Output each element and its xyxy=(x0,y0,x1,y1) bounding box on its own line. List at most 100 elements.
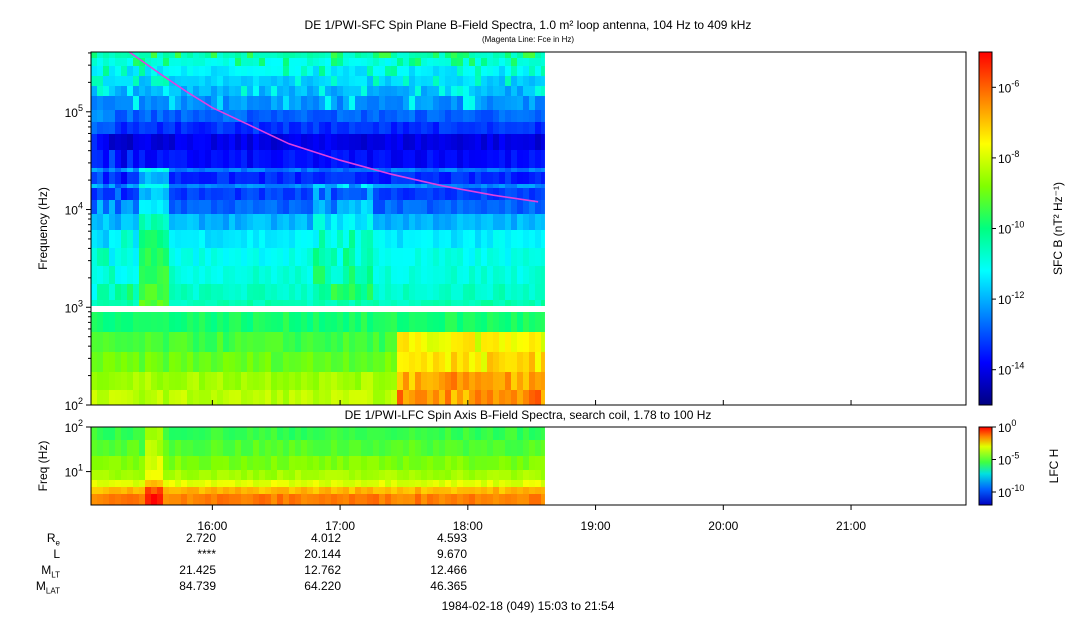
sfc-cell xyxy=(385,96,392,110)
sfc-cell xyxy=(463,122,470,134)
sfc-cell xyxy=(157,352,164,372)
lfc-cell xyxy=(343,456,350,470)
sfc-cell xyxy=(379,172,386,184)
lfc-cell xyxy=(265,470,272,480)
lfc-cell xyxy=(349,480,356,487)
sfc-cell xyxy=(289,76,296,86)
lfc-cell xyxy=(409,427,416,440)
sfc-cell xyxy=(373,150,380,168)
sfc-cell xyxy=(319,200,326,214)
lfc-cell xyxy=(109,440,116,456)
sfc-cell xyxy=(415,52,422,58)
sfc-cell xyxy=(319,372,326,390)
band-gap xyxy=(91,306,545,312)
sfc-cell xyxy=(175,248,182,266)
lfc-cell xyxy=(259,487,266,494)
sfc-cell xyxy=(421,188,428,200)
lfc-cell xyxy=(253,487,260,494)
sfc-cell xyxy=(229,110,236,122)
sfc-cell xyxy=(277,214,284,230)
sfc-cell xyxy=(301,66,308,76)
lfc-cell xyxy=(385,427,392,440)
sfc-cell xyxy=(241,284,248,300)
sfc-cell xyxy=(373,134,380,150)
lfc-cell xyxy=(103,494,110,505)
sfc-cell xyxy=(163,168,170,172)
sfc-cell xyxy=(445,172,452,184)
sfc-cell xyxy=(541,168,545,172)
sfc-cell xyxy=(337,284,344,300)
sfc-cbar-label: 10-12 xyxy=(998,290,1024,307)
sfc-cell xyxy=(499,266,506,284)
lfc-cell xyxy=(295,470,302,480)
sfc-cell xyxy=(193,184,200,188)
lfc-cell xyxy=(445,470,452,480)
sfc-cell xyxy=(289,372,296,390)
sfc-cell xyxy=(361,332,368,352)
lfc-cell xyxy=(535,494,542,505)
sfc-cell xyxy=(385,230,392,248)
sfc-cell xyxy=(151,300,158,306)
sfc-cell xyxy=(379,134,386,150)
sfc-cell xyxy=(445,122,452,134)
sfc-cell xyxy=(187,214,194,230)
sfc-cell xyxy=(409,168,416,172)
sfc-cell xyxy=(517,312,524,332)
lfc-cell xyxy=(439,494,446,505)
sfc-cell xyxy=(91,52,98,58)
sfc-cell xyxy=(505,312,512,332)
sfc-cell xyxy=(145,312,152,332)
sfc-cell xyxy=(493,188,500,200)
sfc-cell xyxy=(349,390,356,405)
sfc-cell xyxy=(385,200,392,214)
sfc-cell xyxy=(475,110,482,122)
sfc-cell xyxy=(313,168,320,172)
sfc-cell xyxy=(145,168,152,172)
sfc-cell xyxy=(505,66,512,76)
sfc-cell xyxy=(505,188,512,200)
sfc-cell xyxy=(259,390,266,405)
sfc-cell xyxy=(313,96,320,110)
sfc-cell xyxy=(421,352,428,372)
lfc-cell xyxy=(379,480,386,487)
sfc-cell xyxy=(325,168,332,172)
lfc-cell xyxy=(445,440,452,456)
sfc-cell xyxy=(235,150,242,168)
lfc-cell xyxy=(241,487,248,494)
lfc-cell xyxy=(295,456,302,470)
sfc-cell xyxy=(223,332,230,352)
sfc-cell xyxy=(97,52,104,58)
sfc-cell xyxy=(427,122,434,134)
sfc-cell xyxy=(193,52,200,58)
lfc-ytick-label: 101 xyxy=(65,463,83,480)
lfc-cell xyxy=(505,480,512,487)
sfc-cell xyxy=(403,76,410,86)
lfc-cell xyxy=(169,440,176,456)
sfc-cell xyxy=(151,52,158,58)
lfc-plot xyxy=(91,427,545,505)
sfc-cell xyxy=(445,110,452,122)
sfc-cell xyxy=(541,390,545,405)
sfc-cell xyxy=(235,96,242,110)
lfc-cell xyxy=(277,456,284,470)
sfc-cell xyxy=(397,332,404,352)
sfc-cell xyxy=(187,332,194,352)
sfc-cell xyxy=(229,312,236,332)
sfc-cell xyxy=(313,66,320,76)
sfc-cell xyxy=(487,214,494,230)
sfc-cell xyxy=(439,134,446,150)
sfc-cell xyxy=(151,312,158,332)
lfc-cell xyxy=(421,487,428,494)
sfc-cell xyxy=(481,332,488,352)
sfc-cell xyxy=(235,76,242,86)
sfc-cell xyxy=(409,86,416,96)
sfc-cell xyxy=(217,150,224,168)
sfc-cell xyxy=(535,122,542,134)
sfc-cell xyxy=(313,172,320,184)
sfc-cell xyxy=(367,332,374,352)
sfc-cell xyxy=(397,300,404,306)
lfc-cell xyxy=(367,440,374,456)
sfc-cell xyxy=(97,184,104,188)
lfc-cell xyxy=(241,494,248,505)
sfc-cell xyxy=(193,284,200,300)
